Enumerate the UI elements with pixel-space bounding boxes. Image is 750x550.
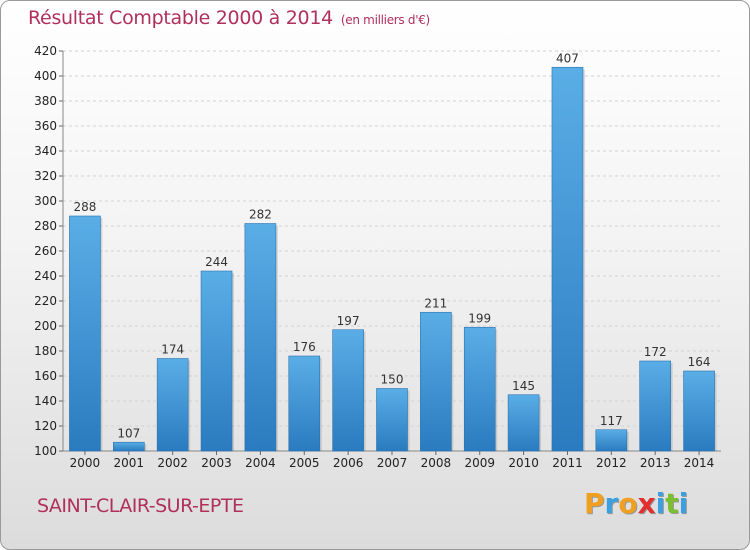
y-tick-label: 320 (34, 169, 57, 183)
label-layer: 288 107 174 244 282 176 197 150 211 199 145 407 117 1… (73, 51, 710, 440)
data-label: 407 (556, 51, 579, 65)
bar-2011 (551, 66, 584, 452)
x-tick-label: 2001 (114, 456, 145, 470)
x-tick-label: 2013 (640, 456, 671, 470)
y-tick-label: 360 (34, 119, 57, 133)
data-label: 174 (161, 343, 184, 357)
y-tick-label: 380 (34, 94, 57, 108)
proxiti-logo[interactable]: Proxiti (584, 487, 688, 520)
y-tick-label: 420 (34, 44, 57, 58)
logo-letter: P (584, 487, 605, 520)
x-tick-label: 2014 (684, 456, 715, 470)
bar-2002 (156, 358, 189, 452)
logo-letter: x (637, 487, 656, 520)
y-tick-label: 260 (34, 244, 57, 258)
x-tick-label: 2009 (464, 456, 495, 470)
bar-2007 (376, 388, 408, 452)
data-label: 199 (468, 311, 491, 325)
bar-2008 (420, 311, 452, 452)
data-label: 172 (644, 345, 667, 359)
y-tick-label: 340 (34, 144, 57, 158)
y-tick-label: 180 (34, 344, 57, 358)
bar-2012 (595, 429, 628, 452)
logo-letter: t (665, 487, 679, 520)
x-tick-label: 2006 (333, 456, 364, 470)
data-label: 107 (117, 426, 140, 440)
y-tick-label: 300 (34, 194, 57, 208)
x-tick-label: 2000 (70, 456, 101, 470)
x-tick-label: 2007 (377, 456, 408, 470)
y-tick-label: 200 (34, 319, 57, 333)
data-label: 150 (381, 373, 404, 387)
y-tick-label: 240 (34, 269, 57, 283)
y-tick-label: 160 (34, 369, 57, 383)
bar-2009 (463, 326, 496, 452)
title-text: Résultat Comptable 2000 à 2014 (28, 7, 333, 29)
x-tick-label: 2012 (596, 456, 627, 470)
x-tick-label: 2003 (201, 456, 232, 470)
bar-2006 (332, 329, 364, 452)
logo-letter: r (604, 487, 619, 520)
data-label: 244 (205, 255, 228, 269)
y-tick-label: 140 (34, 394, 57, 408)
x-tick-label: 2008 (421, 456, 452, 470)
bar-2005 (288, 355, 321, 452)
logo-letter: i (678, 487, 689, 520)
data-label: 117 (600, 414, 623, 428)
data-label: 197 (337, 314, 360, 328)
x-tick-label: 2010 (508, 456, 539, 470)
data-label: 211 (424, 296, 447, 310)
x-tick-label: 2011 (552, 456, 583, 470)
x-tick-label: 2005 (289, 456, 320, 470)
bar-2001 (113, 441, 145, 452)
data-label: 145 (512, 379, 535, 393)
bar-2004 (244, 223, 277, 452)
bar-layer (69, 66, 717, 452)
data-label: 288 (73, 200, 96, 214)
bar-2003 (200, 270, 233, 452)
data-label: 164 (688, 355, 711, 369)
data-label: 176 (293, 340, 316, 354)
bar-2010 (507, 394, 540, 452)
logo-letter: o (618, 487, 638, 520)
chart-subtitle: (en milliers d'€) (340, 13, 430, 27)
x-tick-label: 2004 (245, 456, 276, 470)
bar-2014 (683, 370, 715, 452)
y-tick-label: 220 (34, 294, 57, 308)
y-tick-label: 100 (34, 444, 57, 458)
bar-2013 (639, 360, 672, 452)
data-label: 282 (249, 208, 272, 222)
chart-title: Résultat Comptable 2000 à 2014 (en millie… (28, 7, 430, 29)
bar-2000 (69, 215, 101, 452)
y-tick-label: 120 (34, 419, 57, 433)
town-name: SAINT-CLAIR-SUR-EPTE (37, 495, 244, 517)
y-tick-label: 400 (34, 69, 57, 83)
x-tick-label: 2002 (157, 456, 188, 470)
y-tick-label: 280 (34, 219, 57, 233)
logo-letter: i (655, 487, 666, 520)
